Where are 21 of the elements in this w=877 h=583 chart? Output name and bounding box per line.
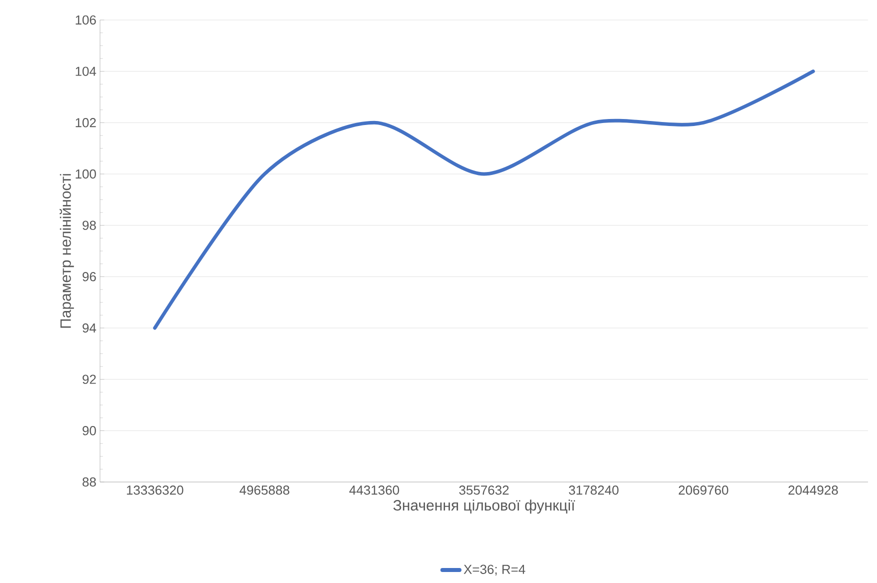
x-tick-label: 4965888 xyxy=(240,486,290,495)
y-tick-label: 106 xyxy=(76,15,96,25)
y-tick-label: 92 xyxy=(82,374,96,384)
y-tick-label: 100 xyxy=(76,169,96,179)
x-tick-label: 2069760 xyxy=(678,486,728,495)
x-tick-label: 2044928 xyxy=(788,486,838,495)
y-tick-label: 98 xyxy=(82,220,96,230)
x-tick-label: 3178240 xyxy=(568,486,619,495)
y-tick-label: 90 xyxy=(82,426,96,436)
y-tick-label: 96 xyxy=(82,272,96,282)
x-tick-label: 4431360 xyxy=(349,486,400,495)
x-axis-title: Значення цільової функції xyxy=(393,500,575,514)
x-tick-label: 3557632 xyxy=(459,486,509,495)
y-axis-title: Параметр нелінійності xyxy=(60,174,74,328)
y-tick-label: 102 xyxy=(76,118,96,128)
y-tick-label: 88 xyxy=(82,477,96,487)
line-series xyxy=(153,70,815,330)
x-tick-label: 13336320 xyxy=(126,486,184,495)
legend-label: X=36; R=4 xyxy=(464,564,526,576)
y-tick-label: 94 xyxy=(82,323,96,333)
y-tick-label: 104 xyxy=(76,66,96,76)
